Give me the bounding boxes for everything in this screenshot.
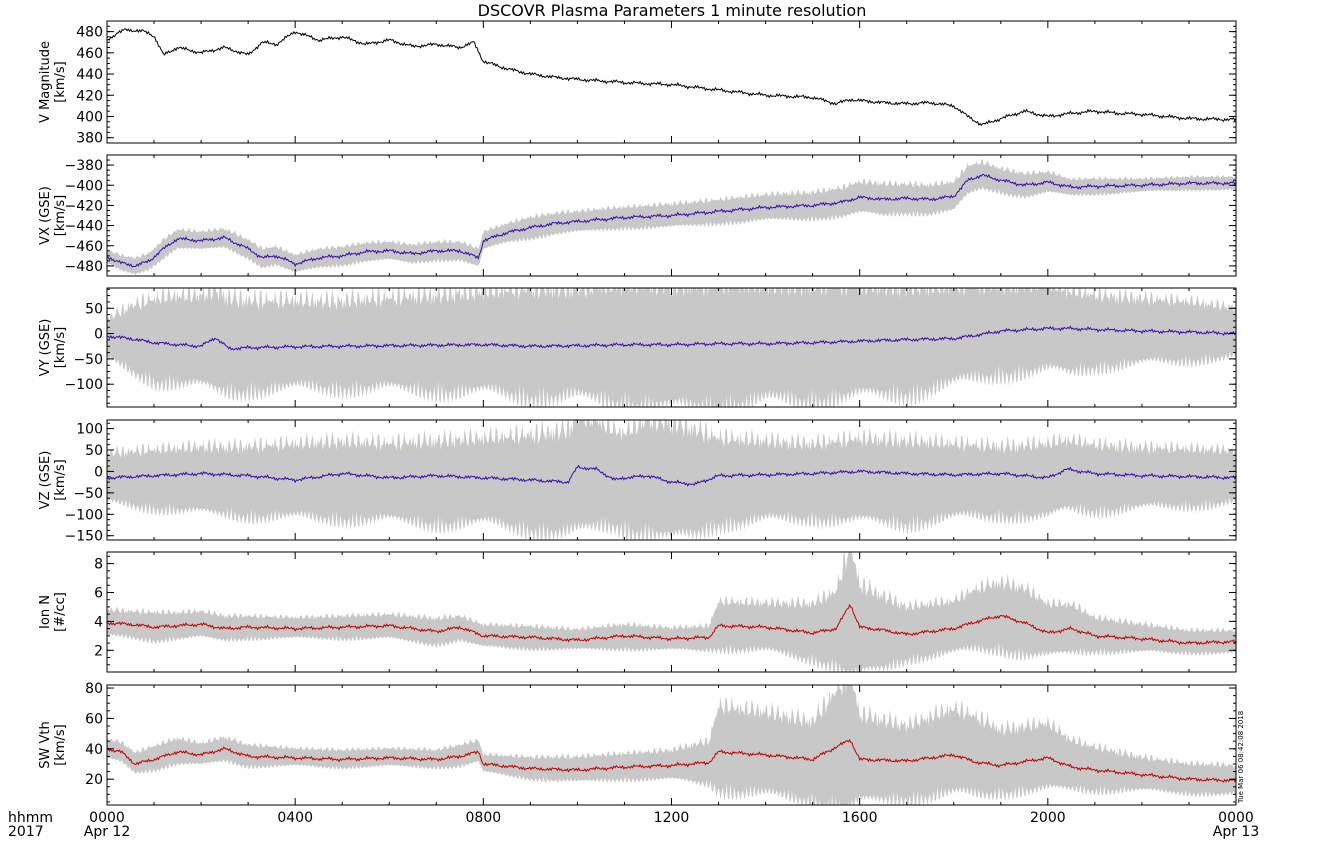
spread-band-vth (107, 685, 1236, 805)
y-tick-label: 80 (85, 681, 103, 697)
y-tick-label: −100 (65, 507, 103, 523)
y-axis-unit-density: [#/cc] (53, 592, 68, 632)
x-tick-label: 0800 (466, 810, 502, 826)
y-tick-label: 380 (76, 131, 103, 147)
y-tick-label: 460 (76, 46, 103, 62)
y-tick-label: −380 (65, 158, 103, 174)
y-axis-label-vx: VX (GSE) (38, 186, 53, 245)
y-tick-label: 440 (76, 67, 103, 83)
y-axis-unit-vy: [km/s] (53, 327, 68, 369)
spread-band-vz (107, 420, 1236, 540)
y-tick-label: −100 (65, 377, 103, 393)
series-line-density (107, 603, 1236, 646)
x-tick-label: 1600 (842, 810, 878, 826)
panel-vx: −480 −460 −440 −420 −400 −380 VX (GSE) [km/s] (38, 154, 1237, 277)
y-axis-unit-vz: [km/s] (53, 459, 68, 501)
y-tick-label: −150 (65, 529, 103, 545)
x-tick-label: 0400 (277, 810, 313, 826)
y-tick-label: 50 (85, 301, 103, 317)
spread-band-density (107, 552, 1236, 672)
y-tick-label: −440 (65, 219, 103, 235)
series-line-vth (107, 738, 1236, 783)
y-tick-label: 0 (94, 464, 103, 480)
y-axis-unit-vmag: [km/s] (53, 61, 68, 103)
panel-vz: −150 −100 −50 0 50 100 VZ (GSE) [km/s] (38, 419, 1237, 545)
series-line-vz (107, 464, 1236, 487)
y-tick-label: 0 (94, 327, 103, 343)
y-tick-label: 8 (94, 557, 103, 573)
y-axis-unit-vx: [km/s] (53, 195, 68, 237)
x-tick-label: 2000 (1030, 810, 1066, 826)
y-tick-label: 60 (85, 711, 103, 727)
panel-vth: 20 40 60 80 SW Vth [km/s] (38, 681, 1237, 806)
spread-band-vy (107, 288, 1236, 407)
y-tick-label: 40 (85, 742, 103, 758)
series-line-vy (107, 325, 1236, 351)
y-tick-label: −50 (73, 486, 103, 502)
y-axis-label-vth: SW Vth (38, 721, 53, 768)
y-tick-label: 50 (85, 443, 103, 459)
start-date-label: Apr 12 (84, 824, 130, 840)
y-axis-label-vz: VZ (GSE) (38, 451, 53, 510)
spread-band-vx (107, 159, 1236, 276)
y-tick-label: −420 (65, 198, 103, 214)
x-tick-label: 0000 (1218, 810, 1254, 826)
y-tick-label: 20 (85, 772, 103, 788)
panel-vmag: 380 400 420 440 460 480 V Magnitude [km/s] (38, 20, 1237, 147)
plot-title: DSCOVR Plasma Parameters 1 minute resolu… (478, 1, 867, 20)
panel-frame-vmag (106, 20, 1237, 144)
series-line-vx (107, 173, 1236, 268)
y-axis-label-vmag: V Magnitude (38, 41, 53, 123)
y-tick-label: −460 (65, 239, 103, 255)
y-axis-unit-vth: [km/s] (53, 724, 68, 766)
x-tick-label: 0000 (89, 810, 125, 826)
panel-vy: −100 −50 0 50 VY (GSE) [km/s] (38, 287, 1237, 408)
y-tick-label: 2 (94, 643, 103, 659)
y-tick-label: 420 (76, 88, 103, 104)
time-axis-row-label: hhmm (8, 810, 53, 826)
y-tick-label: 400 (76, 109, 103, 125)
x-tick-label: 1200 (654, 810, 690, 826)
y-tick-label: 480 (76, 25, 103, 41)
series-line-vmag (107, 28, 1236, 127)
y-axis-label-vy: VY (GSE) (38, 319, 53, 377)
y-tick-label: 6 (94, 585, 103, 601)
y-tick-label: −400 (65, 178, 103, 194)
panel-density: 2 4 6 8 Ion N [#/cc] (38, 551, 1237, 673)
generation-stamp: Tue Mar 06 08:42:08 2018 (1237, 711, 1245, 804)
y-tick-label: −50 (73, 352, 103, 368)
y-axis-label-density: Ion N (38, 595, 53, 629)
y-tick-label: −480 (65, 259, 103, 275)
y-tick-label: 4 (94, 614, 103, 630)
year-label: 2017 (8, 824, 44, 840)
end-date-label: Apr 13 (1213, 824, 1259, 840)
y-tick-label: 100 (76, 422, 103, 438)
